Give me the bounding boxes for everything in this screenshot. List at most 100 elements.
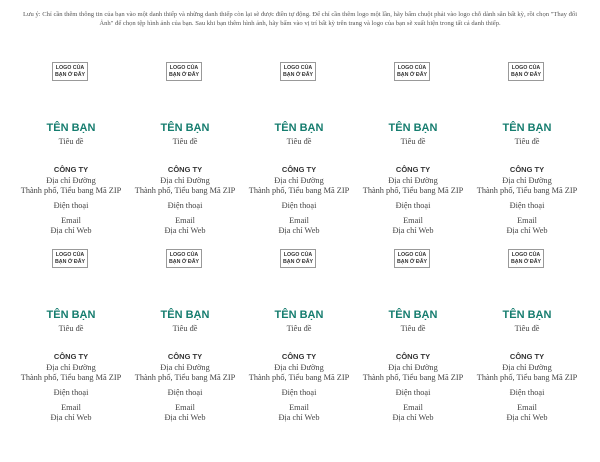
card-title: Tiêu đề [58,137,84,146]
card-email: Email [61,403,81,412]
card-company: CÔNG TY [395,352,431,361]
business-card[interactable]: LOGO CỦA BẠN Ở ĐÂY TÊN BẠN Tiêu đề CÔNG TY Đ… [242,242,356,429]
card-name: TÊN BẠN [388,309,438,321]
card-name: TÊN BẠN [274,309,324,321]
card-web: Địa chỉ Web [164,226,206,235]
business-card[interactable]: LOGO CỦA BẠN Ở ĐÂY TÊN BẠN Tiêu đề CÔNG TY Đ… [470,55,584,242]
card-city: Thành phố, Tiểu bang Mã ZIP [248,373,350,382]
business-card[interactable]: LOGO CỦA BẠN Ở ĐÂY TÊN BẠN Tiêu đề CÔNG TY Đ… [470,242,584,429]
business-card[interactable]: LOGO CỦA BẠN Ở ĐÂY TÊN BẠN Tiêu đề CÔNG TY Đ… [14,242,128,429]
card-city: Thành phố, Tiểu bang Mã ZIP [476,373,578,382]
card-city: Thành phố, Tiểu bang Mã ZIP [134,186,236,195]
card-email: Email [175,216,195,225]
card-city: Thành phố, Tiểu bang Mã ZIP [20,373,122,382]
logo-placeholder[interactable]: LOGO CỦA BẠN Ở ĐÂY [508,62,544,81]
card-web: Địa chỉ Web [278,413,320,422]
card-title: Tiêu đề [286,137,312,146]
card-name: TÊN BẠN [502,309,552,321]
card-web: Địa chỉ Web [50,413,92,422]
card-company: CÔNG TY [53,352,89,361]
card-email: Email [289,403,309,412]
card-web: Địa chỉ Web [506,226,548,235]
card-web: Địa chỉ Web [392,413,434,422]
card-city: Thành phố, Tiểu bang Mã ZIP [20,186,122,195]
logo-placeholder[interactable]: LOGO CỦA BẠN Ở ĐÂY [52,62,88,81]
card-name: TÊN BẠN [46,122,96,134]
business-card[interactable]: LOGO CỦA BẠN Ở ĐÂY TÊN BẠN Tiêu đề CÔNG TY Đ… [128,242,242,429]
card-name: TÊN BẠN [160,309,210,321]
logo-placeholder[interactable]: LOGO CỦA BẠN Ở ĐÂY [52,249,88,268]
card-address: Địa chỉ Đường [274,363,324,372]
card-email: Email [289,216,309,225]
card-address: Địa chỉ Đường [160,176,210,185]
card-web: Địa chỉ Web [164,413,206,422]
card-city: Thành phố, Tiểu bang Mã ZIP [362,373,464,382]
card-company: CÔNG TY [395,165,431,174]
card-address: Địa chỉ Đường [388,176,438,185]
logo-placeholder[interactable]: LOGO CỦA BẠN Ở ĐÂY [508,249,544,268]
card-company: CÔNG TY [281,165,317,174]
card-title: Tiêu đề [400,137,426,146]
card-company: CÔNG TY [167,165,203,174]
logo-placeholder[interactable]: LOGO CỦA BẠN Ở ĐÂY [280,62,316,81]
card-city: Thành phố, Tiểu bang Mã ZIP [476,186,578,195]
card-phone: Điện thoại [53,388,89,397]
card-phone: Điện thoại [395,388,431,397]
card-email: Email [175,403,195,412]
card-name: TÊN BẠN [388,122,438,134]
card-city: Thành phố, Tiểu bang Mã ZIP [248,186,350,195]
logo-placeholder[interactable]: LOGO CỦA BẠN Ở ĐÂY [280,249,316,268]
logo-placeholder[interactable]: LOGO CỦA BẠN Ở ĐÂY [394,249,430,268]
card-company: CÔNG TY [167,352,203,361]
card-address: Địa chỉ Đường [502,363,552,372]
card-web: Địa chỉ Web [506,413,548,422]
card-title: Tiêu đề [514,137,540,146]
card-title: Tiêu đề [172,137,198,146]
card-phone: Điện thoại [53,201,89,210]
card-name: TÊN BẠN [46,309,96,321]
card-title: Tiêu đề [172,324,198,333]
business-card[interactable]: LOGO CỦA BẠN Ở ĐÂY TÊN BẠN Tiêu đề CÔNG TY Đ… [356,242,470,429]
card-name: TÊN BẠN [274,122,324,134]
card-company: CÔNG TY [281,352,317,361]
card-company: CÔNG TY [53,165,89,174]
card-address: Địa chỉ Đường [46,363,96,372]
card-phone: Điện thoại [167,201,203,210]
business-card[interactable]: LOGO CỦA BẠN Ở ĐÂY TÊN BẠN Tiêu đề CÔNG TY Đ… [356,55,470,242]
card-phone: Điện thoại [509,388,545,397]
card-email: Email [517,403,537,412]
card-phone: Điện thoại [281,201,317,210]
card-address: Địa chỉ Đường [388,363,438,372]
business-card[interactable]: LOGO CỦA BẠN Ở ĐÂY TÊN BẠN Tiêu đề CÔNG TY Đ… [128,55,242,242]
card-title: Tiêu đề [286,324,312,333]
card-city: Thành phố, Tiểu bang Mã ZIP [134,373,236,382]
card-title: Tiêu đề [514,324,540,333]
card-web: Địa chỉ Web [50,226,92,235]
card-name: TÊN BẠN [160,122,210,134]
card-phone: Điện thoại [509,201,545,210]
card-email: Email [517,216,537,225]
card-address: Địa chỉ Đường [274,176,324,185]
card-phone: Điện thoại [395,201,431,210]
card-title: Tiêu đề [58,324,84,333]
card-web: Địa chỉ Web [392,226,434,235]
card-name: TÊN BẠN [502,122,552,134]
card-address: Địa chỉ Đường [46,176,96,185]
business-card[interactable]: LOGO CỦA BẠN Ở ĐÂY TÊN BẠN Tiêu đề CÔNG TY Đ… [242,55,356,242]
card-email: Email [403,403,423,412]
card-title: Tiêu đề [400,324,426,333]
card-phone: Điện thoại [281,388,317,397]
card-email: Email [403,216,423,225]
logo-placeholder[interactable]: LOGO CỦA BẠN Ở ĐÂY [166,62,202,81]
card-email: Email [61,216,81,225]
card-company: CÔNG TY [509,352,545,361]
logo-placeholder[interactable]: LOGO CỦA BẠN Ở ĐÂY [394,62,430,81]
card-address: Địa chỉ Đường [160,363,210,372]
instruction-note: Lưu ý: Chỉ cần thêm thông tin của bạn và… [22,11,578,27]
card-address: Địa chỉ Đường [502,176,552,185]
logo-placeholder[interactable]: LOGO CỦA BẠN Ở ĐÂY [166,249,202,268]
card-phone: Điện thoại [167,388,203,397]
card-web: Địa chỉ Web [278,226,320,235]
business-card[interactable]: LOGO CỦA BẠN Ở ĐÂY TÊN BẠN Tiêu đề CÔNG TY Đ… [14,55,128,242]
card-company: CÔNG TY [509,165,545,174]
